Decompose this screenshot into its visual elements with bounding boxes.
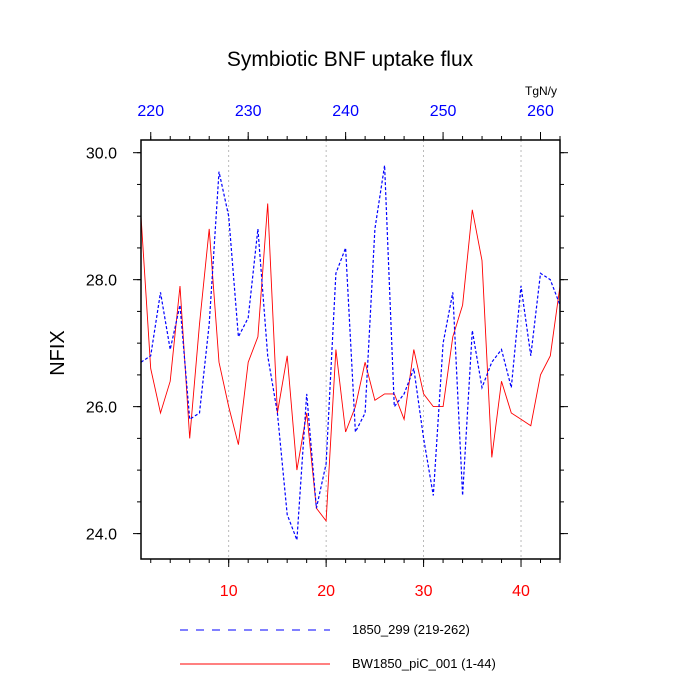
x-top-tick-label: 260 bbox=[527, 103, 554, 120]
tick-labels: 10 20 30 40 220 230 240 250 260 24.0 26.0 28.0 30.0 bbox=[86, 103, 554, 600]
x-bottom-tick-label: 40 bbox=[512, 583, 530, 600]
legend: 1850_299 (219-262) BW1850_piC_001 (1-44) bbox=[180, 622, 496, 671]
y-tick-label: 26.0 bbox=[86, 400, 117, 417]
x-top-tick-label: 240 bbox=[332, 103, 359, 120]
y-axis-title: NFIX bbox=[47, 330, 69, 376]
legend-label-2: BW1850_piC_001 (1-44) bbox=[352, 656, 496, 671]
chart-title: Symbiotic BNF uptake flux bbox=[227, 48, 474, 71]
x-bottom-tick-label: 30 bbox=[415, 583, 433, 600]
y-tick-label: 24.0 bbox=[86, 527, 117, 544]
series-line-2 bbox=[140, 203, 561, 523]
legend-label-1: 1850_299 (219-262) bbox=[352, 622, 470, 637]
axis-ticks bbox=[133, 132, 568, 567]
x-top-tick-label: 220 bbox=[137, 103, 164, 120]
y-tick-label: 30.0 bbox=[86, 146, 117, 163]
x-bottom-tick-label: 20 bbox=[317, 583, 335, 600]
x-top-tick-label: 230 bbox=[235, 103, 262, 120]
y-tick-label: 28.0 bbox=[86, 273, 117, 290]
plot-frame bbox=[140, 139, 561, 560]
series-line-1 bbox=[140, 165, 561, 541]
x-bottom-tick-label: 10 bbox=[220, 583, 238, 600]
x-top-tick-label: 250 bbox=[430, 103, 457, 120]
plot-series bbox=[140, 165, 561, 541]
units-label: TgN/y bbox=[525, 84, 557, 98]
grid-lines bbox=[228, 140, 522, 559]
